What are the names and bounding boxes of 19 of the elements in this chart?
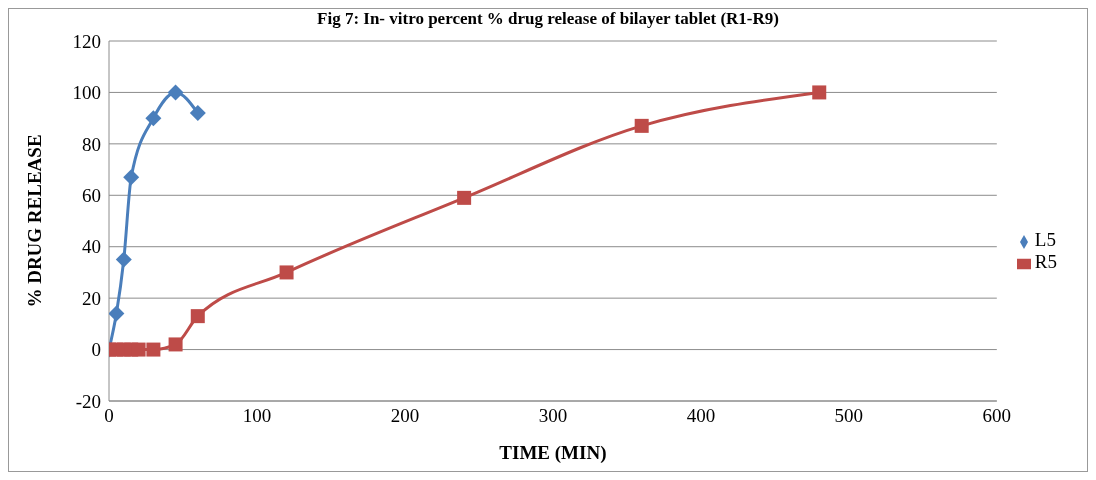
y-tick-label: 20 [82, 287, 101, 309]
legend-label: L5 [1034, 229, 1056, 250]
y-tick-label: 80 [82, 133, 101, 155]
x-tick-label: 400 [686, 405, 716, 427]
x-tick-label: 300 [538, 405, 568, 427]
y-tick-label: 60 [82, 185, 101, 207]
chart-title: Fig 7: In- vitro percent % drug release of bilayer tablet (R1-R9) [316, 9, 780, 30]
x-tick-label: 600 [982, 405, 1012, 427]
x-tick-label: 200 [390, 405, 420, 427]
y-tick-label: 120 [72, 30, 101, 52]
x-tick-label: 500 [834, 405, 864, 427]
x-tick-label: 100 [242, 405, 272, 427]
y-tick-label: 100 [72, 82, 101, 104]
x-axis-title: TIME (MIN) [499, 442, 607, 465]
legend-label: R5 [1034, 251, 1057, 272]
y-tick-label: -20 [75, 390, 101, 412]
y-tick-label: 0 [91, 339, 101, 361]
y-tick-label: 40 [82, 236, 101, 258]
y-axis-title: % DRUG RELEASE [23, 134, 45, 308]
